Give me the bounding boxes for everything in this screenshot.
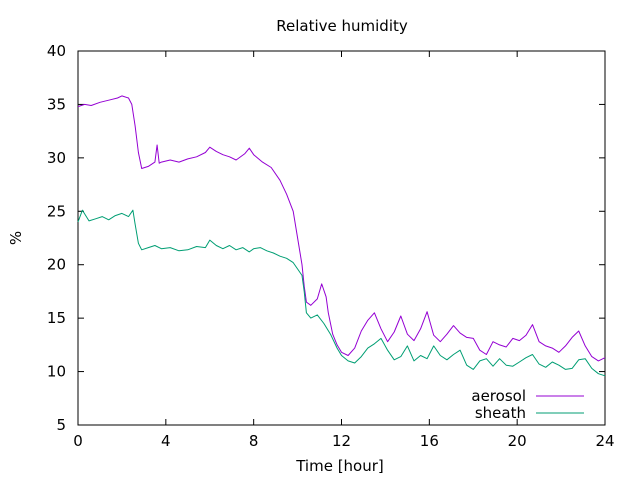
x-tick-label: 24 [595, 432, 614, 450]
x-tick-label: 20 [508, 432, 527, 450]
x-tick-label: 12 [332, 432, 351, 450]
y-axis-label: % [7, 231, 25, 245]
y-tick-label: 5 [56, 416, 66, 434]
y-tick-label: 15 [47, 309, 66, 327]
y-tick-label: 25 [47, 202, 66, 220]
y-tick-label: 10 [47, 363, 66, 381]
x-axis-label: Time [hour] [295, 457, 384, 475]
legend-label-aerosol: aerosol [471, 387, 526, 405]
y-tick-label: 20 [47, 256, 66, 274]
y-tick-label: 40 [47, 42, 66, 60]
x-tick-label: 0 [73, 432, 83, 450]
legend-label-sheath: sheath [475, 404, 526, 422]
series-line-aerosol [77, 95, 606, 362]
plot-frame [77, 50, 606, 426]
series-line-sheath [77, 209, 606, 377]
x-tick-label: 16 [420, 432, 439, 450]
x-tick-label: 4 [161, 432, 171, 450]
y-tick-label: 35 [47, 95, 66, 113]
chart-title: Relative humidity [276, 17, 408, 35]
x-tick-label: 8 [249, 432, 259, 450]
y-tick-label: 30 [47, 149, 66, 167]
